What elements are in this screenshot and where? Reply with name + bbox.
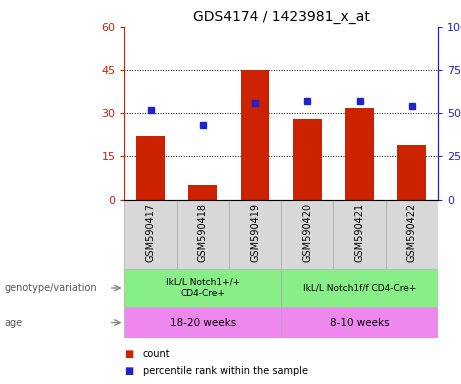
Text: IkL/L Notch1f/f CD4-Cre+: IkL/L Notch1f/f CD4-Cre+ (303, 283, 416, 293)
Text: percentile rank within the sample: percentile rank within the sample (143, 366, 308, 376)
Text: count: count (143, 349, 171, 359)
Bar (281, 200, 333, 269)
Bar (293, 119, 322, 200)
Bar (136, 136, 165, 200)
Bar (345, 108, 374, 200)
Text: 18-20 weeks: 18-20 weeks (170, 318, 236, 328)
Text: 8-10 weeks: 8-10 weeks (330, 318, 390, 328)
Bar (124, 200, 177, 269)
Title: GDS4174 / 1423981_x_at: GDS4174 / 1423981_x_at (193, 10, 370, 25)
Bar (333, 200, 386, 269)
Bar (177, 200, 229, 269)
Text: age: age (5, 318, 23, 328)
Bar (281, 269, 438, 307)
Text: ■: ■ (124, 366, 134, 376)
Text: ■: ■ (124, 349, 134, 359)
Text: GSM590421: GSM590421 (355, 203, 365, 262)
Bar (386, 200, 438, 269)
Text: GSM590422: GSM590422 (407, 203, 417, 262)
Bar (281, 307, 438, 338)
Bar (124, 307, 281, 338)
Text: GSM590417: GSM590417 (146, 203, 156, 262)
Bar (397, 145, 426, 200)
Bar (229, 200, 281, 269)
Text: GSM590418: GSM590418 (198, 203, 208, 262)
Bar (189, 185, 217, 200)
Bar (124, 269, 281, 307)
Text: GSM590419: GSM590419 (250, 203, 260, 262)
Text: GSM590420: GSM590420 (302, 203, 313, 262)
Bar (241, 70, 269, 200)
Text: genotype/variation: genotype/variation (5, 283, 97, 293)
Text: IkL/L Notch1+/+
CD4-Cre+: IkL/L Notch1+/+ CD4-Cre+ (166, 278, 240, 298)
